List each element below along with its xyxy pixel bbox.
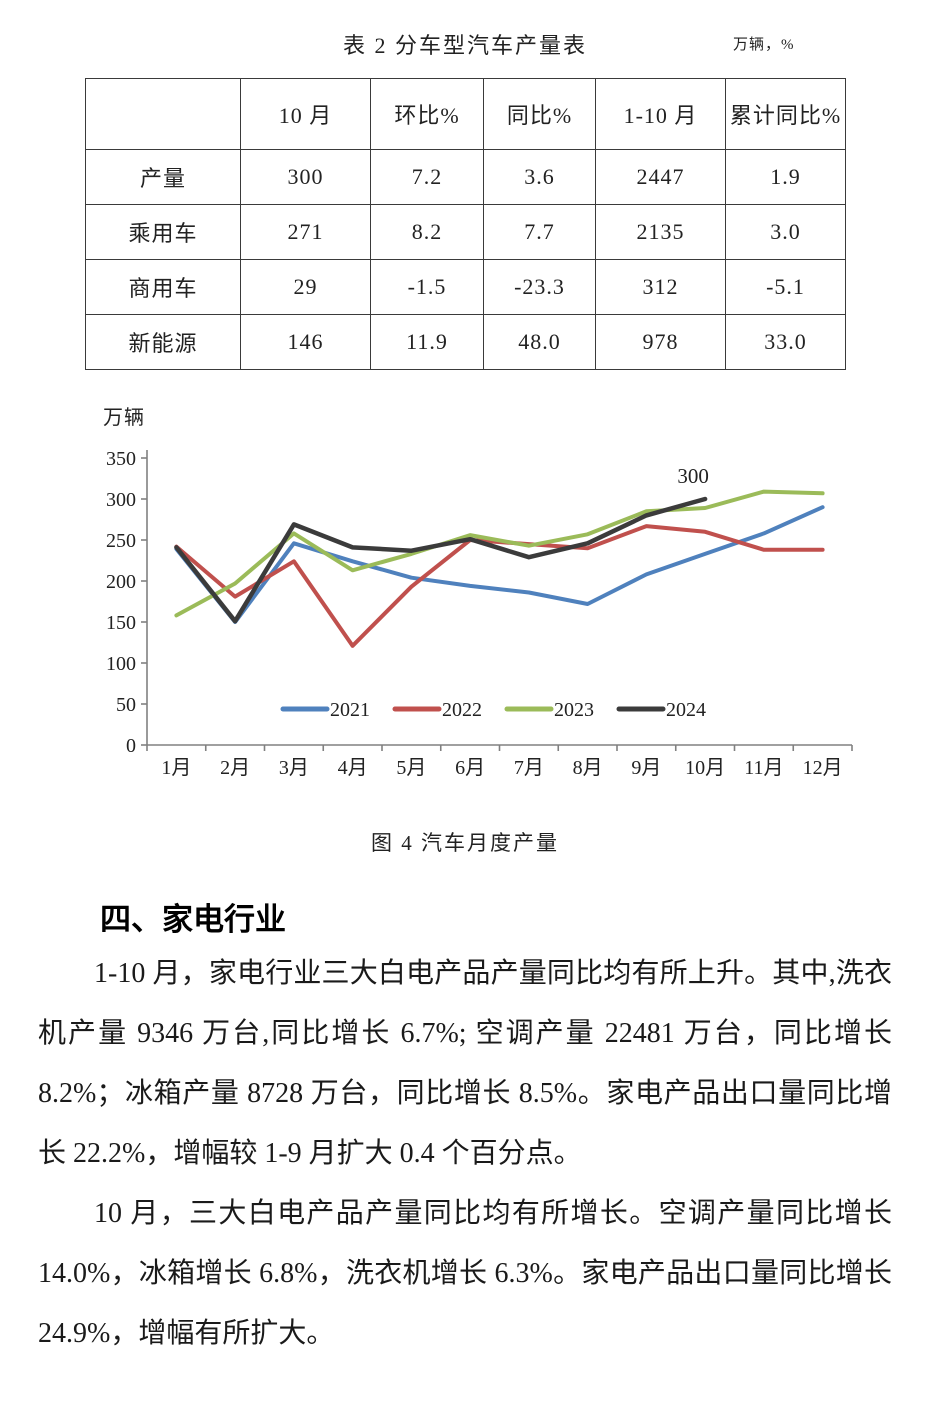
- table-cell: 271: [240, 204, 371, 260]
- x-tick-label: 2月: [220, 757, 250, 779]
- table-cell: -23.3: [483, 259, 596, 315]
- x-tick-label: 6月: [455, 757, 485, 779]
- data-label-annotation: 300: [677, 464, 709, 488]
- table-cell: 2135: [595, 204, 726, 260]
- table-row: 乘用车 271 8.2 7.7 2135 3.0: [85, 204, 846, 260]
- table-cell: 7.7: [483, 204, 596, 260]
- paragraph: 10 月，三大白电产品产量同比均有所增长。空调产量同比增长 14.0%，冰箱增长…: [38, 1198, 892, 1349]
- table-cell: 11.9: [370, 314, 484, 370]
- section-heading: 四、家电行业: [100, 902, 286, 937]
- monthly-production-chart: 0 50 100 150 200 250 300 350 1月 2月 3月 4月 5月 6月 7月 8月 9月 1…: [103, 406, 853, 779]
- table-title: 表 2 分车型汽车产量表: [342, 33, 587, 58]
- table-cell: -1.5: [370, 259, 484, 315]
- column-header: 1-10 月: [595, 78, 726, 150]
- table-cell: 3.0: [725, 204, 846, 260]
- row-label: 乘用车: [85, 204, 241, 260]
- x-tick-label: 8月: [573, 757, 603, 779]
- row-label: 商用车: [85, 259, 241, 315]
- x-tick-label: 5月: [396, 757, 426, 779]
- x-tick-label: 9月: [631, 757, 661, 779]
- legend-label-2024: 2024: [666, 699, 706, 721]
- series-line-2022: [174, 524, 825, 648]
- table-cell: 48.0: [483, 314, 596, 370]
- column-header: 环比%: [370, 78, 484, 150]
- y-tick-label: 300: [106, 489, 136, 511]
- y-tick-label: 350: [106, 448, 136, 470]
- x-tick-label: 7月: [514, 757, 544, 779]
- series-line-2024: [174, 496, 708, 624]
- table-cell: -5.1: [725, 259, 846, 315]
- table-cell: 1.9: [725, 149, 846, 205]
- table-cell: 978: [595, 314, 726, 370]
- table-row: 产量 300 7.2 3.6 2447 1.9: [85, 149, 846, 205]
- legend-label-2023: 2023: [554, 699, 594, 721]
- y-tick-label: 0: [126, 735, 136, 757]
- y-axis-unit-label: 万辆: [103, 406, 145, 429]
- header-row: 10 月环比% 同比% 1-10 月累计同比%: [85, 78, 846, 150]
- column-header: 同比%: [483, 78, 596, 150]
- table-cell: 2447: [595, 149, 726, 205]
- table-cell: 146: [240, 314, 371, 370]
- column-header: 10 月: [240, 78, 371, 150]
- series-line-2021: [174, 505, 825, 624]
- vehicle-table-header: 10 月环比% 同比% 1-10 月累计同比%: [85, 78, 846, 150]
- x-tick-label: 12月: [803, 757, 843, 779]
- paragraph: 1-10 月，家电行业三大白电产品产量同比均有所上升。其中,洗衣机产量 9346…: [38, 958, 892, 1169]
- table-cell: 3.6: [483, 149, 596, 205]
- x-tick-label: 3月: [279, 757, 309, 779]
- table-cell: 33.0: [725, 314, 846, 370]
- y-tick-label: 250: [106, 530, 136, 552]
- series-line-2023: [174, 489, 825, 618]
- vehicle-table-body: 产量 300 7.2 3.6 2447 1.9 乘用车 271 8.2 7.7 2135 3.0 商用车…: [85, 149, 846, 370]
- table-cell: 312: [595, 259, 726, 315]
- table-title-row: 表 2 分车型汽车产量表 万辆，%: [0, 0, 930, 62]
- row-label: 产量: [85, 149, 241, 205]
- column-header: [85, 78, 241, 150]
- section-body: 1-10 月，家电行业三大白电产品产量同比均有所上升。其中,洗衣机产量 9346…: [38, 944, 892, 1364]
- table-cell: 8.2: [370, 204, 484, 260]
- legend-label-2021: 2021: [330, 699, 370, 721]
- chart-container: 0 50 100 150 200 250 300 350 1月 2月 3月 4月 5月 6月 7月 8月 9月 1…: [95, 402, 855, 792]
- y-tick-label: 100: [106, 653, 136, 675]
- table-cell: 300: [240, 149, 371, 205]
- table-units-note: 万辆，%: [733, 37, 795, 53]
- x-tick-label: 1月: [161, 757, 191, 779]
- row-label: 新能源: [85, 314, 241, 370]
- table-row: 商用车 29 -1.5 -23.3 312 -5.1: [85, 259, 846, 315]
- x-tick-label: 4月: [338, 757, 368, 779]
- vehicle-production-table: 10 月环比% 同比% 1-10 月累计同比% 产量 300 7.2 3.6 2447 1.9…: [85, 78, 846, 370]
- table-row: 新能源 146 11.9 48.0 978 33.0: [85, 314, 846, 370]
- x-tick-label: 10月: [685, 757, 725, 779]
- figure-caption: 图 4 汽车月度产量: [371, 831, 559, 855]
- legend-label-2022: 2022: [442, 699, 482, 721]
- y-tick-label: 150: [106, 612, 136, 634]
- y-tick-label: 200: [106, 571, 136, 593]
- table-cell: 7.2: [370, 149, 484, 205]
- table-cell: 29: [240, 259, 371, 315]
- column-header: 累计同比%: [725, 78, 846, 150]
- x-tick-label: 11月: [744, 757, 783, 779]
- y-tick-label: 50: [116, 694, 136, 716]
